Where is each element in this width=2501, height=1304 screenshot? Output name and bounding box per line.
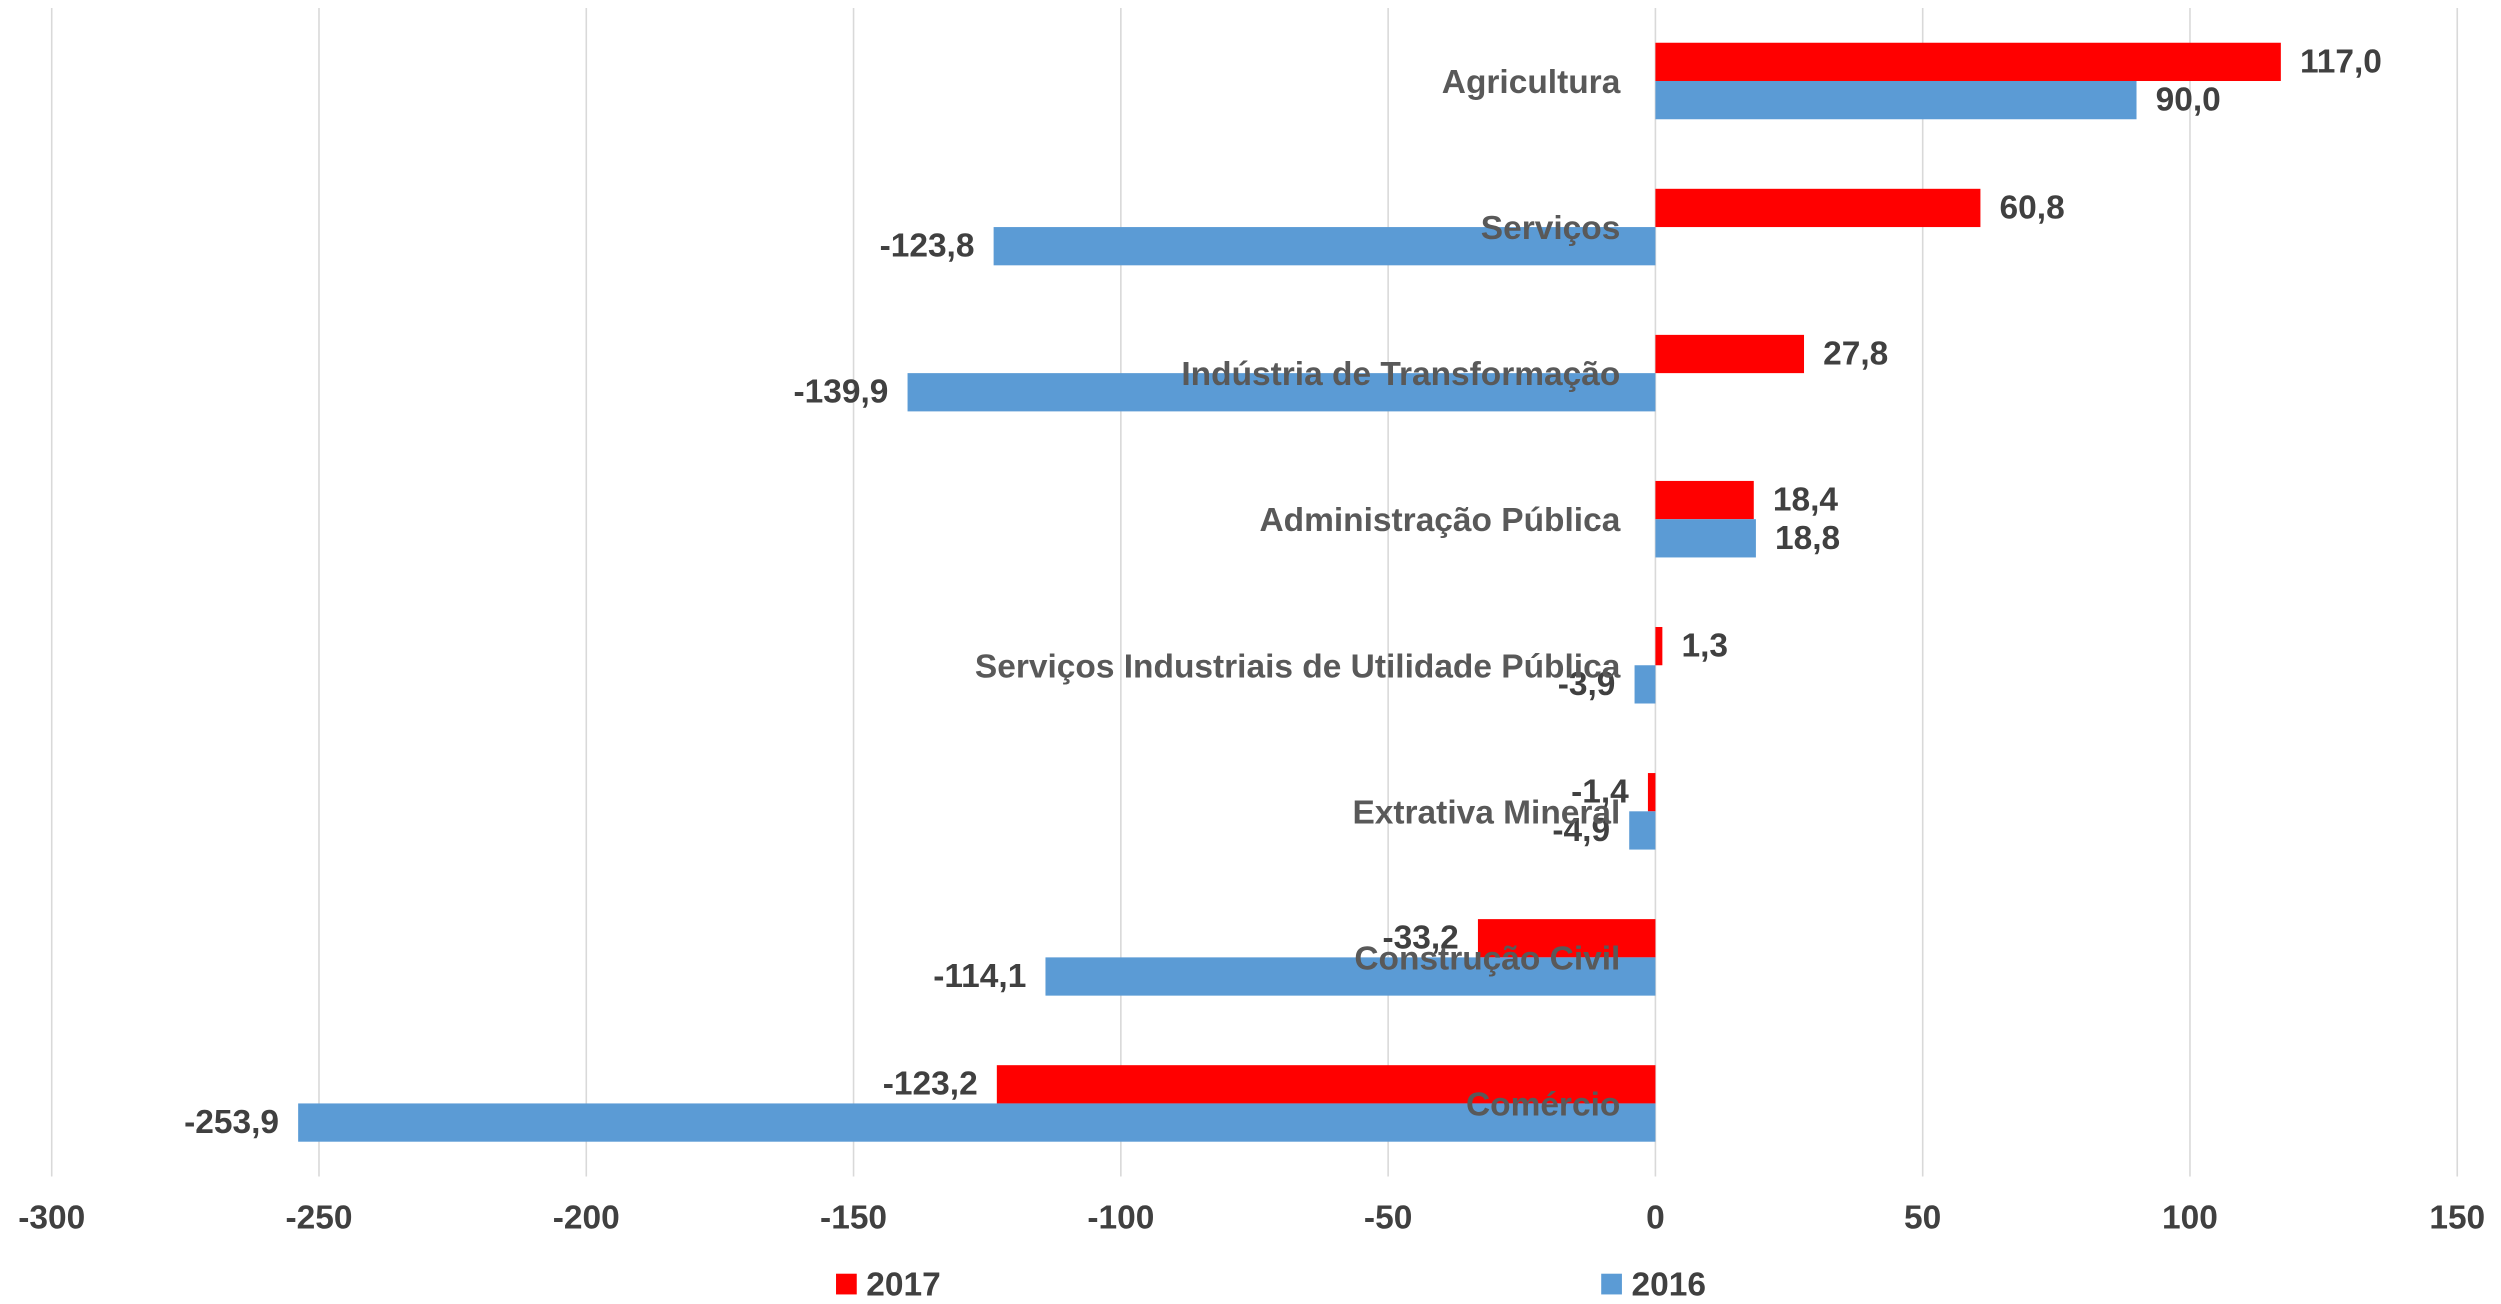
value-label: -253,9 xyxy=(184,1104,279,1141)
category-label: Extrativa Mineral xyxy=(1352,794,1620,831)
x-tick-label: -200 xyxy=(553,1199,620,1236)
value-label: 18,8 xyxy=(1775,520,1840,557)
bar xyxy=(1655,81,2137,120)
x-tick-label: 0 xyxy=(1646,1199,1665,1236)
value-label: -139,9 xyxy=(794,374,889,411)
x-tick-label: -100 xyxy=(1087,1199,1154,1236)
bar xyxy=(1655,519,1756,558)
bar xyxy=(1655,334,1805,374)
x-tick-label: -150 xyxy=(820,1199,887,1236)
category-label: Agricultura xyxy=(1442,64,1621,101)
category-label: Administração Pública xyxy=(1260,502,1621,539)
value-label: 117,0 xyxy=(2300,43,2382,80)
legend-label: 2017 xyxy=(866,1266,940,1303)
category-label: Serviços xyxy=(1481,210,1621,247)
bar xyxy=(1655,626,1663,666)
legend-swatch xyxy=(1601,1273,1622,1295)
value-label: 90,0 xyxy=(2156,82,2221,119)
x-tick-label: -300 xyxy=(18,1199,85,1236)
value-label: 18,4 xyxy=(1773,481,1839,518)
legend-label: 2016 xyxy=(1631,1266,1705,1303)
x-tick-label: -50 xyxy=(1364,1199,1412,1236)
bar xyxy=(1647,773,1656,812)
value-label: -123,8 xyxy=(880,228,975,265)
legend-swatch xyxy=(836,1273,857,1295)
value-label: -1,4 xyxy=(1571,774,1629,811)
value-label: -3,9 xyxy=(1558,666,1616,703)
value-label: -33,2 xyxy=(1383,920,1459,957)
x-tick-label: 50 xyxy=(1904,1199,1941,1236)
category-label: Comércio xyxy=(1466,1086,1620,1123)
x-tick-label: 150 xyxy=(2429,1199,2485,1236)
value-label: -4,9 xyxy=(1552,812,1610,849)
category-label: Indústria de Transformação xyxy=(1181,356,1620,393)
value-label: 27,8 xyxy=(1823,335,1888,372)
value-label: -114,1 xyxy=(933,958,1026,995)
bar xyxy=(1629,811,1656,850)
bar xyxy=(1655,480,1754,520)
category-label: Serviços Industriais de Utilidade Públic… xyxy=(975,648,1621,685)
category-label: Construção Civil xyxy=(1354,940,1620,977)
bar xyxy=(996,1065,1656,1104)
bar xyxy=(1655,188,1981,228)
bar xyxy=(1477,919,1656,958)
bar xyxy=(298,1103,1656,1142)
value-label: 1,3 xyxy=(1681,628,1728,665)
x-tick-label: -250 xyxy=(285,1199,352,1236)
bar xyxy=(1655,42,2281,82)
bar xyxy=(993,227,1656,266)
bar xyxy=(1634,665,1656,704)
value-label: 60,8 xyxy=(2000,189,2065,226)
x-tick-label: 100 xyxy=(2162,1199,2218,1236)
bar xyxy=(1045,957,1656,996)
value-label: -123,2 xyxy=(883,1066,978,1103)
bar xyxy=(907,373,1656,412)
